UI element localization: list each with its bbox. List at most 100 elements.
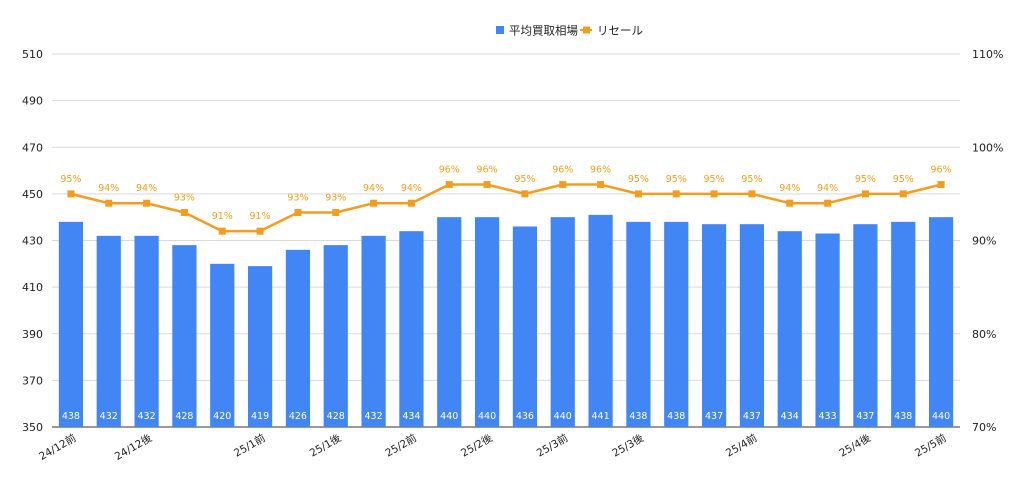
point-value-label: 91% xyxy=(212,211,233,222)
grid-layer xyxy=(52,53,960,428)
legend-label-bar: 平均買取相場 xyxy=(509,24,578,38)
bar xyxy=(323,245,348,427)
legend-swatch-line xyxy=(583,26,590,34)
bar-value-label: 436 xyxy=(516,411,534,422)
bar-value-label: 441 xyxy=(592,411,610,422)
bar-value-label: 440 xyxy=(554,411,572,422)
point-value-label: 96% xyxy=(590,165,611,176)
y-tick-label: 350 xyxy=(22,421,43,434)
bar-value-label: 432 xyxy=(365,411,383,422)
point-value-label: 95% xyxy=(855,174,876,185)
point-value-label: 96% xyxy=(439,165,460,176)
line-point xyxy=(483,181,491,189)
bar-value-label: 440 xyxy=(478,411,496,422)
x-tick-label: 25/2後 xyxy=(459,431,495,460)
line-point xyxy=(634,190,642,198)
line-point xyxy=(861,190,869,198)
bar-value-label: 440 xyxy=(932,411,950,422)
bar-value-label: 432 xyxy=(138,411,156,422)
line-point xyxy=(445,181,453,189)
legend-swatch-bar xyxy=(496,26,504,34)
bar-value-label: 438 xyxy=(667,411,685,422)
line-point xyxy=(824,199,832,207)
bar xyxy=(96,235,121,427)
x-tick-label: 25/4後 xyxy=(837,431,873,460)
bar-value-label: 438 xyxy=(62,411,80,422)
point-value-label: 95% xyxy=(514,174,535,185)
x-tick-label: 25/1後 xyxy=(307,431,343,460)
line-series: 95% 94% 94% 93% 91% 91% 93% 93% 94% 94% 96% 96% 95% 9… xyxy=(60,165,952,235)
point-value-label: 93% xyxy=(174,193,195,204)
point-value-label: 93% xyxy=(287,193,308,204)
bar-value-label: 437 xyxy=(743,411,761,422)
point-value-label: 96% xyxy=(931,165,952,176)
line-point xyxy=(597,181,605,189)
point-value-label: 96% xyxy=(552,165,573,176)
bar-series: 438 432 432 428 420 419 426 428 432 434 440 440 436 4… xyxy=(58,214,954,427)
point-value-label: 96% xyxy=(477,165,498,176)
bar-value-label: 432 xyxy=(100,411,118,422)
y-tick-label: 390 xyxy=(22,328,43,341)
bar xyxy=(361,235,386,427)
bar xyxy=(664,221,689,427)
bar xyxy=(815,233,840,427)
bar-value-label: 434 xyxy=(402,411,420,422)
y-tick-label: 470 xyxy=(22,141,43,154)
bar-value-label: 437 xyxy=(705,411,723,422)
point-value-label: 94% xyxy=(136,183,157,194)
bar xyxy=(928,217,954,427)
bar xyxy=(777,231,802,427)
bar-value-label: 438 xyxy=(894,411,912,422)
x-tick-label: 25/3前 xyxy=(534,431,570,459)
point-value-label: 94% xyxy=(98,183,119,194)
point-value-label: 93% xyxy=(325,193,346,204)
bar xyxy=(172,245,197,427)
bar xyxy=(701,224,727,427)
y2-tick-label: 100% xyxy=(972,141,1003,154)
line-point xyxy=(180,209,188,217)
line-point xyxy=(294,209,302,217)
bar xyxy=(626,221,651,427)
line-point xyxy=(748,190,756,198)
y2-tick-label: 70% xyxy=(972,421,996,434)
y-tick-label: 450 xyxy=(22,188,43,201)
point-value-label: 95% xyxy=(60,174,81,185)
bar xyxy=(134,235,159,427)
line-point xyxy=(332,209,340,217)
line-point xyxy=(672,190,680,198)
bar-value-label: 419 xyxy=(251,411,269,422)
line-point xyxy=(899,190,907,198)
bar-value-label: 438 xyxy=(629,411,647,422)
y2-tick-label: 110% xyxy=(972,48,1003,61)
x-tick-label: 25/5前 xyxy=(913,431,949,459)
line-point xyxy=(67,190,75,198)
line-point xyxy=(937,181,945,189)
bar xyxy=(512,226,538,427)
bar-value-label: 433 xyxy=(819,411,837,422)
bar-value-label: 428 xyxy=(175,411,193,422)
x-tick-label: 25/4前 xyxy=(723,431,759,459)
x-tick-label: 24/12前 xyxy=(37,431,79,463)
legend: 平均買取相場 リセール xyxy=(496,24,643,38)
bar-value-label: 437 xyxy=(856,411,874,422)
bar xyxy=(474,217,500,427)
y-tick-label: 490 xyxy=(22,95,43,108)
bar xyxy=(399,231,424,427)
x-tick-label: 25/2前 xyxy=(383,431,419,459)
bar xyxy=(891,221,916,427)
bar xyxy=(550,217,575,427)
bar-value-label: 440 xyxy=(440,411,458,422)
bar-value-label: 434 xyxy=(781,411,799,422)
y-tick-label: 510 xyxy=(22,48,43,61)
point-value-label: 95% xyxy=(704,174,725,185)
line-point xyxy=(521,190,529,198)
x-tick-label: 25/1前 xyxy=(232,431,268,459)
legend-label-line: リセール xyxy=(597,24,643,38)
point-value-label: 91% xyxy=(250,211,271,222)
bar xyxy=(210,263,235,427)
point-value-label: 95% xyxy=(893,174,914,185)
line-point xyxy=(256,227,264,235)
series-line xyxy=(70,183,942,233)
point-value-label: 95% xyxy=(628,174,649,185)
